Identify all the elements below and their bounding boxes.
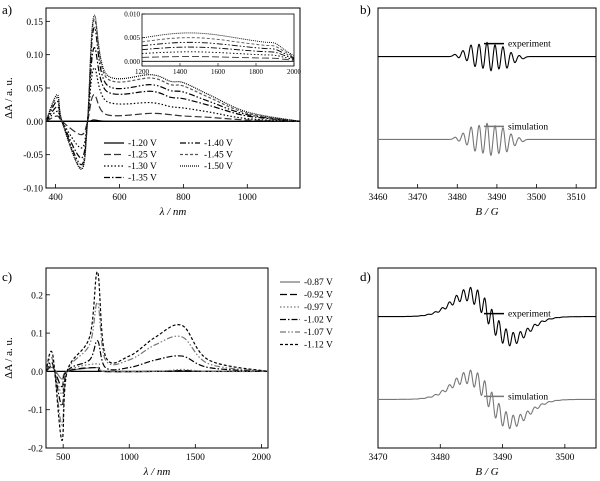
- y-tick-label: -0.10: [23, 185, 43, 195]
- inset-frame: [141, 13, 295, 67]
- series-line: [378, 122, 596, 156]
- inset-x-tick-label: 1400: [173, 68, 188, 76]
- x-tick-label: 3460: [369, 193, 388, 203]
- series-line: [45, 94, 301, 136]
- y-tick-label: 0.2: [31, 291, 43, 301]
- plot-frame: [45, 267, 269, 449]
- inset-y-tick-label: 0.010: [124, 11, 140, 19]
- inset-series-line: [141, 51, 295, 60]
- plot-frame: [45, 7, 301, 189]
- panel-label: b): [360, 2, 371, 17]
- legend-entry: -1.07 V: [304, 328, 333, 338]
- series-line: [45, 27, 301, 166]
- x-tick-label: 3510: [567, 193, 586, 203]
- series-line: [45, 15, 301, 170]
- inset-y-tick-label: 0.000: [124, 58, 140, 66]
- y-axis-label: ΔA / a. u.: [3, 337, 15, 379]
- inset-series-line: [141, 37, 295, 58]
- legend-entry: -0.87 V: [304, 278, 333, 288]
- panel-label: a): [2, 2, 12, 17]
- inset-series-line: [141, 32, 295, 57]
- y-tick-label: 0.10: [26, 51, 43, 61]
- x-tick-label: 500: [56, 453, 71, 463]
- x-tick-label: 1000: [120, 453, 139, 463]
- legend-entry: -1.20 V: [128, 139, 157, 149]
- legend-entry: -1.30 V: [128, 162, 157, 172]
- legend-entry: -0.92 V: [304, 291, 333, 301]
- x-tick-label: 1500: [186, 453, 205, 463]
- x-tick-label: 1000: [238, 193, 257, 203]
- panel-label: c): [2, 269, 12, 284]
- y-tick-label: -0.05: [23, 151, 43, 161]
- y-axis-label: ΔA / a. u.: [3, 77, 15, 119]
- legend-entry: -1.45 V: [204, 151, 233, 161]
- series-line: [378, 41, 596, 72]
- y-tick-label: -0.1: [28, 406, 43, 416]
- y-tick-label: 0.00: [26, 118, 43, 128]
- panel-label: d): [360, 269, 371, 284]
- panel-d: 3470 3480 3490 3500 B / G d) experiment simulat…: [360, 267, 597, 478]
- panel-b: 3460 3470 3480 3490 3500 3510 B / G b) experimen…: [360, 2, 597, 218]
- x-axis-label: λ / nm: [159, 206, 187, 218]
- inset-x-tick-label: 1600: [211, 68, 226, 76]
- x-tick-label: 3490: [487, 193, 506, 203]
- panel-a: 400 600 800 1000 -0.10 -0.05 0.00 0.05 0.10 0.15 λ…: [2, 2, 302, 218]
- inset-x-tick-label: 2000: [287, 68, 302, 76]
- series-line: [45, 365, 269, 388]
- legend-entry: -0.97 V: [304, 303, 333, 313]
- inset-series-line: [141, 46, 295, 60]
- legend-entry: -1.25 V: [128, 151, 157, 161]
- x-tick-label: 3490: [493, 453, 512, 463]
- x-tick-label: 400: [48, 193, 63, 203]
- legend-entry: -1.12 V: [304, 341, 333, 351]
- inset-series-line: [141, 56, 295, 61]
- legend-entry: -1.40 V: [204, 139, 233, 149]
- inset-y-tick-label: 0.005: [124, 34, 140, 42]
- legend-entry: experiment: [508, 40, 551, 50]
- x-axis-label: λ / nm: [143, 466, 171, 478]
- x-tick-label: 600: [112, 193, 127, 203]
- x-tick-label: 3470: [408, 193, 427, 203]
- series-line: [45, 340, 269, 407]
- legend-entry: experiment: [508, 310, 551, 320]
- x-axis-label: B / G: [475, 206, 498, 218]
- plot-frame: [377, 7, 597, 189]
- y-tick-label: 0.15: [26, 18, 43, 28]
- x-tick-label: 3500: [555, 453, 574, 463]
- legend-entry: simulation: [508, 392, 548, 402]
- y-tick-label: 0.0: [31, 368, 43, 378]
- series-line: [45, 47, 301, 159]
- y-tick-label: 0.1: [31, 330, 43, 340]
- x-axis-label: B / G: [475, 466, 498, 478]
- series-line: [45, 301, 269, 426]
- x-tick-label: 3480: [448, 193, 467, 203]
- legend-entry: -1.35 V: [128, 174, 157, 184]
- panel-c: 500 1000 1500 2000 -0.2 -0.1 0.0 0.1 0.2 λ / nm ΔA…: [2, 267, 333, 478]
- series-line: [45, 271, 269, 441]
- y-tick-label: -0.2: [28, 445, 43, 455]
- inset-x-tick-label: 1800: [249, 68, 264, 76]
- x-tick-label: 3500: [527, 193, 546, 203]
- x-tick-label: 2000: [252, 453, 271, 463]
- inset-x-tick-label: 1200: [135, 68, 150, 76]
- x-tick-label: 3480: [431, 453, 450, 463]
- legend-entry: -1.50 V: [204, 162, 233, 172]
- series-line: [45, 119, 300, 123]
- series-line: [45, 67, 301, 149]
- plot-frame: [377, 267, 597, 449]
- legend-entry: simulation: [508, 122, 548, 132]
- y-tick-label: 0.05: [26, 85, 43, 95]
- inset-series-line: [141, 41, 295, 59]
- x-tick-label: 3470: [369, 453, 388, 463]
- series-line: [378, 286, 596, 347]
- x-tick-label: 800: [176, 193, 191, 203]
- legend-entry: -1.02 V: [304, 316, 333, 326]
- series-line: [378, 369, 596, 430]
